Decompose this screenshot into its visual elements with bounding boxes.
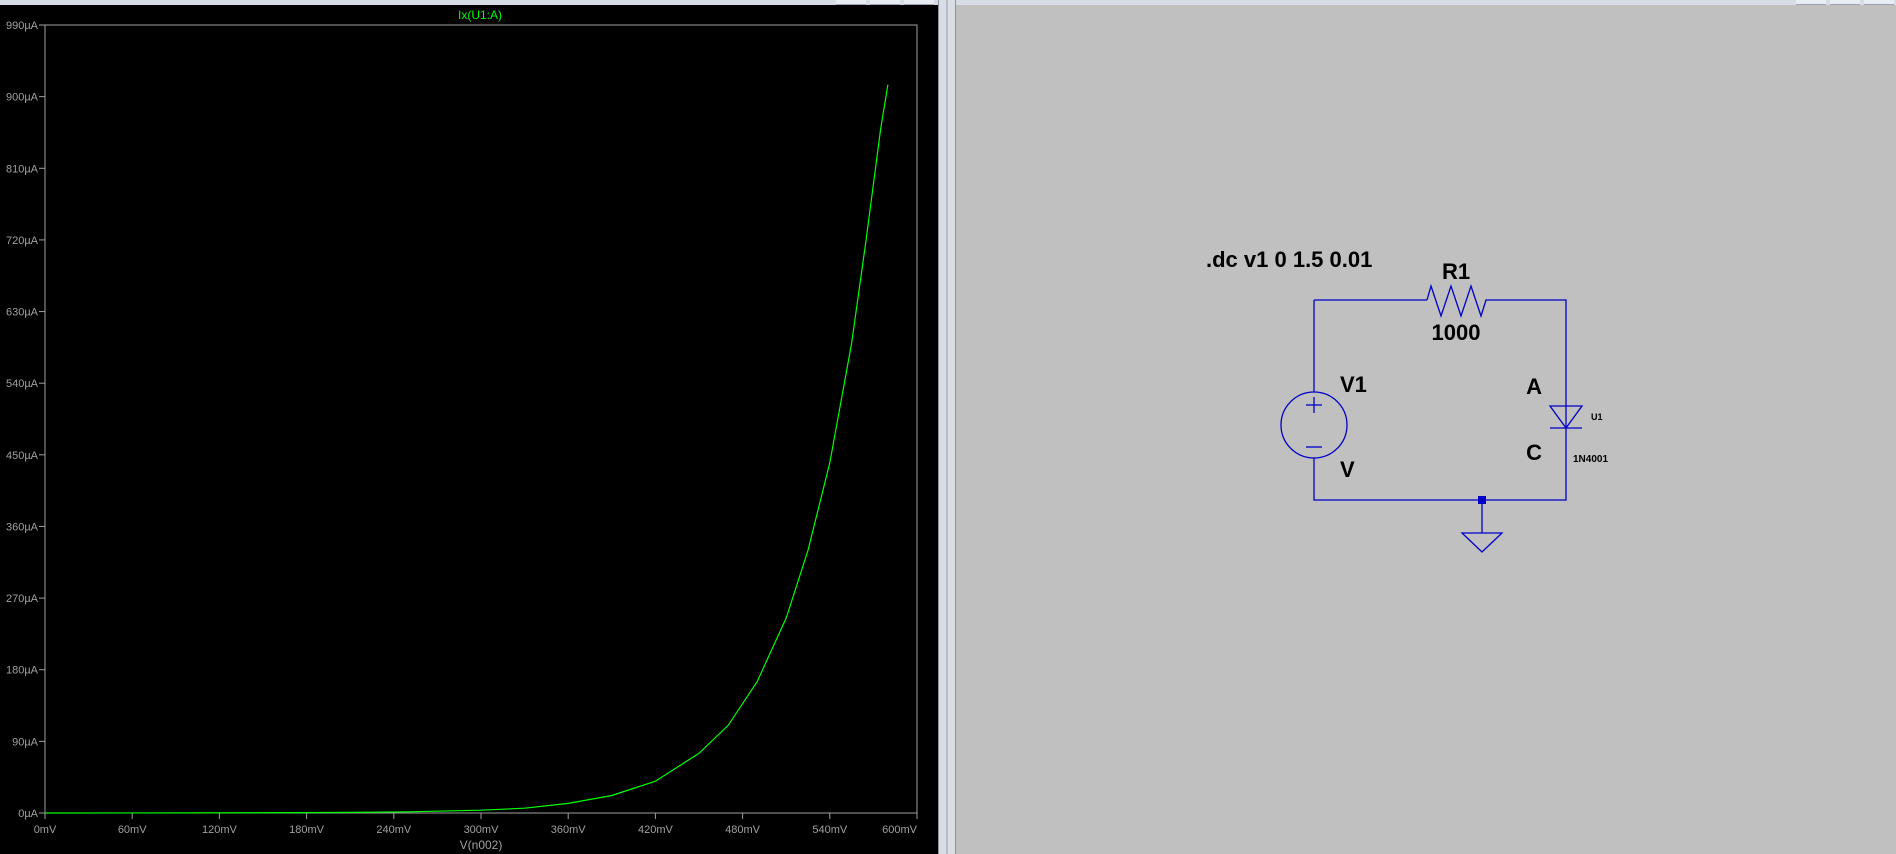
y-tick-label: 90µA [12,736,39,748]
diode-name[interactable]: U1 [1591,412,1603,422]
diode-cathode-label: C [1526,440,1542,465]
x-tick-label: 300mV [464,824,500,836]
source-name[interactable]: V1 [1340,372,1367,397]
y-tick-label: 180µA [6,665,39,677]
y-tick-label: 270µA [6,593,39,605]
schematic-window-titlebar [956,0,1896,5]
resistor-r1[interactable] [1426,283,1490,319]
x-axis: 0mV 60mV 120mV 180mV 240mV 300mV 360mV 420mV 480… [34,813,918,836]
ground-symbol[interactable] [1460,532,1504,553]
close-button[interactable] [1864,0,1894,5]
x-tick-label: 240mV [376,824,412,836]
y-tick-label: 900µA [6,92,39,104]
plot-frame [44,24,918,814]
resistor-name[interactable]: R1 [1442,259,1470,284]
resistor-value[interactable]: 1000 [1432,320,1481,345]
y-tick-label: 450µA [6,450,39,462]
wire-net[interactable] [1313,299,1567,533]
wire-top-right[interactable] [1490,299,1567,406]
minimize-button[interactable] [836,0,866,5]
x-tick-label: 180mV [289,824,325,836]
spice-directive[interactable]: .dc v1 0 1.5 0.01 [1206,247,1372,272]
x-tick-label: 60mV [118,824,147,836]
close-button[interactable] [904,0,934,5]
y-tick-label: 630µA [6,307,39,319]
y-tick-label: 810µA [6,163,39,175]
x-axis-label: V(n002) [460,838,503,852]
y-tick-label: 990µA [6,20,39,32]
diode-anode-label: A [1526,374,1542,399]
maximize-button[interactable] [870,0,900,5]
minimize-button[interactable] [1796,0,1826,5]
waveform-plot[interactable]: Ix(U1:A) 0µA 90µA 180µA 270µA 360µA 450µA 540µ… [0,0,938,854]
waveform-viewer[interactable]: Ix(U1:A) 0µA 90µA 180µA 270µA 360µA 450µA 540µ… [0,0,938,854]
wire-bottom[interactable] [1313,428,1567,501]
x-tick-label: 120mV [202,824,238,836]
y-tick-label: 720µA [6,235,39,247]
maximize-button[interactable] [1830,0,1860,5]
y-tick-label: 540µA [6,378,39,390]
x-tick-label: 0mV [34,824,57,836]
x-tick-label: 420mV [638,824,674,836]
x-tick-label: 540mV [812,824,848,836]
diode-u1[interactable] [1548,405,1584,430]
trace-label[interactable]: Ix(U1:A) [458,8,502,22]
diode-model[interactable]: 1N4001 [1573,454,1608,465]
junction-dot [1478,496,1486,504]
y-tick-label: 0µA [18,808,38,820]
voltage-source-v1[interactable] [1280,391,1348,459]
y-tick-label: 360µA [6,521,39,533]
x-tick-label: 480mV [725,824,761,836]
plot-window-titlebar [0,0,938,5]
pane-splitter[interactable] [938,0,956,854]
schematic-editor[interactable]: .dc v1 0 1.5 0.01 R1 1000 V1 V A C U1 [956,0,1896,854]
y-axis: 0µA 90µA 180µA 270µA 360µA 450µA 540µA 630µA 720… [6,20,45,820]
schematic-canvas[interactable]: .dc v1 0 1.5 0.01 R1 1000 V1 V A C U1 [956,0,1896,854]
source-value[interactable]: V [1340,457,1355,482]
trace-line[interactable] [44,84,889,814]
x-tick-label: 360mV [551,824,587,836]
x-tick-label: 600mV [882,824,918,836]
splitter-grip[interactable] [946,0,948,854]
